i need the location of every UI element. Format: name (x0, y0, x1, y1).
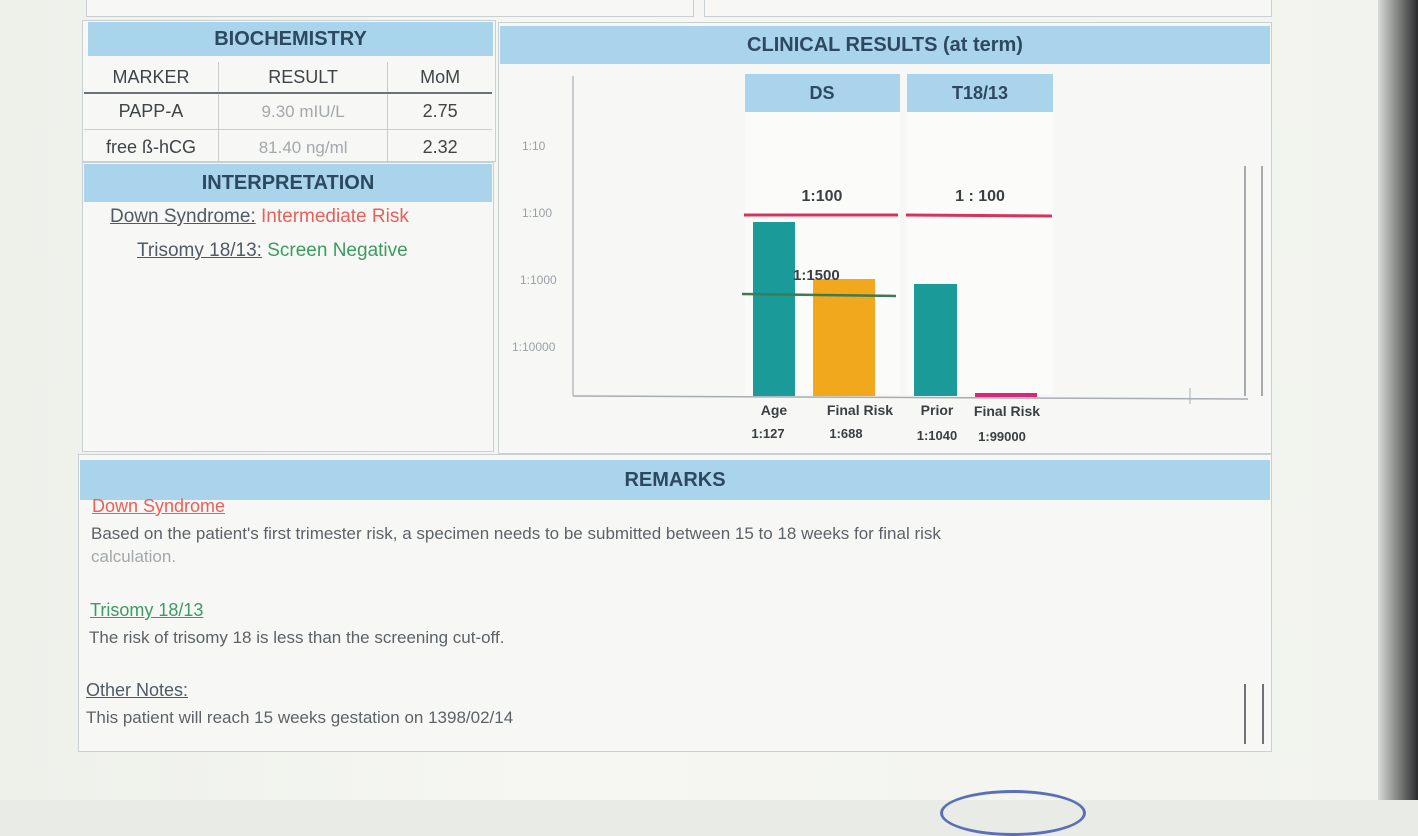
remarks-line: This patient will reach 15 weeks gestati… (86, 708, 514, 727)
stamp-edge (940, 790, 1086, 836)
interpretation-label: Trisomy 18/13: (137, 240, 262, 261)
scan-mark (1244, 684, 1246, 744)
table-row: free ß-hCG 81.40 ng/ml 2.32 (84, 129, 492, 165)
interpretation-trisomy: Trisomy 18/13: Screen Negative (137, 240, 408, 262)
page-edge-shadow (1378, 0, 1418, 800)
bar-label: Final Risk (827, 402, 893, 418)
previous-section-box-right (704, 0, 1272, 17)
clinical-results-title: CLINICAL RESULTS (at term) (500, 26, 1270, 64)
column-header-result: RESULT (217, 62, 388, 94)
result-cell: 9.30 mIU/L (217, 92, 388, 130)
remarks-heading-other-notes: Other Notes: (86, 680, 189, 700)
remarks-panel (78, 454, 1272, 752)
ds-cutoff-label: 1:100 (802, 188, 843, 205)
y-tick-label: 1:10 (522, 139, 546, 153)
ds-panel-header (745, 74, 900, 112)
table-row: PAPP-A 9.30 mIU/L 2.75 (84, 92, 492, 130)
biochemistry-table: MARKER RESULT MoM PAPP-A 9.30 mIU/L 2.75… (84, 62, 492, 165)
biochemistry-title: BIOCHEMISTRY (88, 22, 493, 56)
mom-cell: 2.75 (387, 92, 492, 130)
result-cell: 81.40 ng/ml (217, 129, 388, 165)
bar-label: Prior (921, 402, 954, 418)
bar-risk-label: 1:127 (751, 426, 784, 441)
bar-risk-label: 1:688 (829, 426, 862, 441)
bar-risk-label: 1:1040 (917, 428, 957, 443)
y-tick-label: 1:100 (522, 206, 552, 220)
mom-cell: 2.32 (387, 129, 492, 165)
ds-secondary-line (741, 292, 897, 298)
bar-risk-label: 1:99000 (978, 429, 1026, 444)
t18-cutoff-label: 1 : 100 (955, 188, 1005, 205)
interpretation-panel (82, 162, 494, 452)
remarks-line: calculation. (91, 547, 177, 566)
ds-secondary-line-label: 1:1500 (793, 267, 840, 284)
marker-cell: free ß-hCG (84, 129, 219, 165)
y-tick-label: 1:10000 (512, 340, 556, 354)
interpretation-title: INTERPRETATION (84, 164, 492, 202)
remarks-heading-trisomy: Trisomy 18/13 (90, 600, 204, 620)
marker-cell: PAPP-A (84, 92, 219, 130)
ds-final-risk-bar (813, 279, 875, 396)
interpretation-value: Screen Negative (267, 240, 408, 261)
y-axis-ticks: 1:10 1:100 1:1000 1:10000 (512, 139, 557, 354)
clinical-results-chart: 1:10 1:100 1:1000 1:10000 DS 1:100 1:150… (512, 74, 1263, 444)
scan-mark (1262, 684, 1264, 744)
table-header-row: MARKER RESULT MoM (84, 62, 492, 94)
previous-section-box-left (86, 0, 694, 17)
y-tick-label: 1:1000 (520, 273, 557, 287)
interpretation-label: Down Syndrome: (110, 206, 256, 227)
ds-age-bar (753, 222, 795, 396)
remarks-line: Based on the patient's first trimester r… (91, 524, 941, 543)
ds-panel-title: DS (809, 83, 834, 103)
t18-final-risk-bar (975, 393, 1037, 397)
t18-panel-title: T18/13 (952, 83, 1008, 103)
bar-label: Final Risk (974, 403, 1040, 419)
t18-panel-header (907, 74, 1053, 112)
remarks-title: REMARKS (80, 460, 1270, 500)
t18-prior-bar (914, 284, 957, 396)
remarks-line: The risk of trisomy 18 is less than the … (89, 628, 505, 647)
x-axis-line (572, 395, 1249, 400)
interpretation-down-syndrome: Down Syndrome: Intermediate Risk (110, 206, 409, 228)
column-header-mom: MoM (387, 62, 492, 94)
bar-label: Age (761, 402, 788, 418)
interpretation-value: Intermediate Risk (261, 206, 409, 227)
remarks-heading-down-syndrome: Down Syndrome (92, 496, 226, 516)
column-header-marker: MARKER (84, 62, 219, 94)
t18-cutoff-line (905, 213, 1053, 218)
